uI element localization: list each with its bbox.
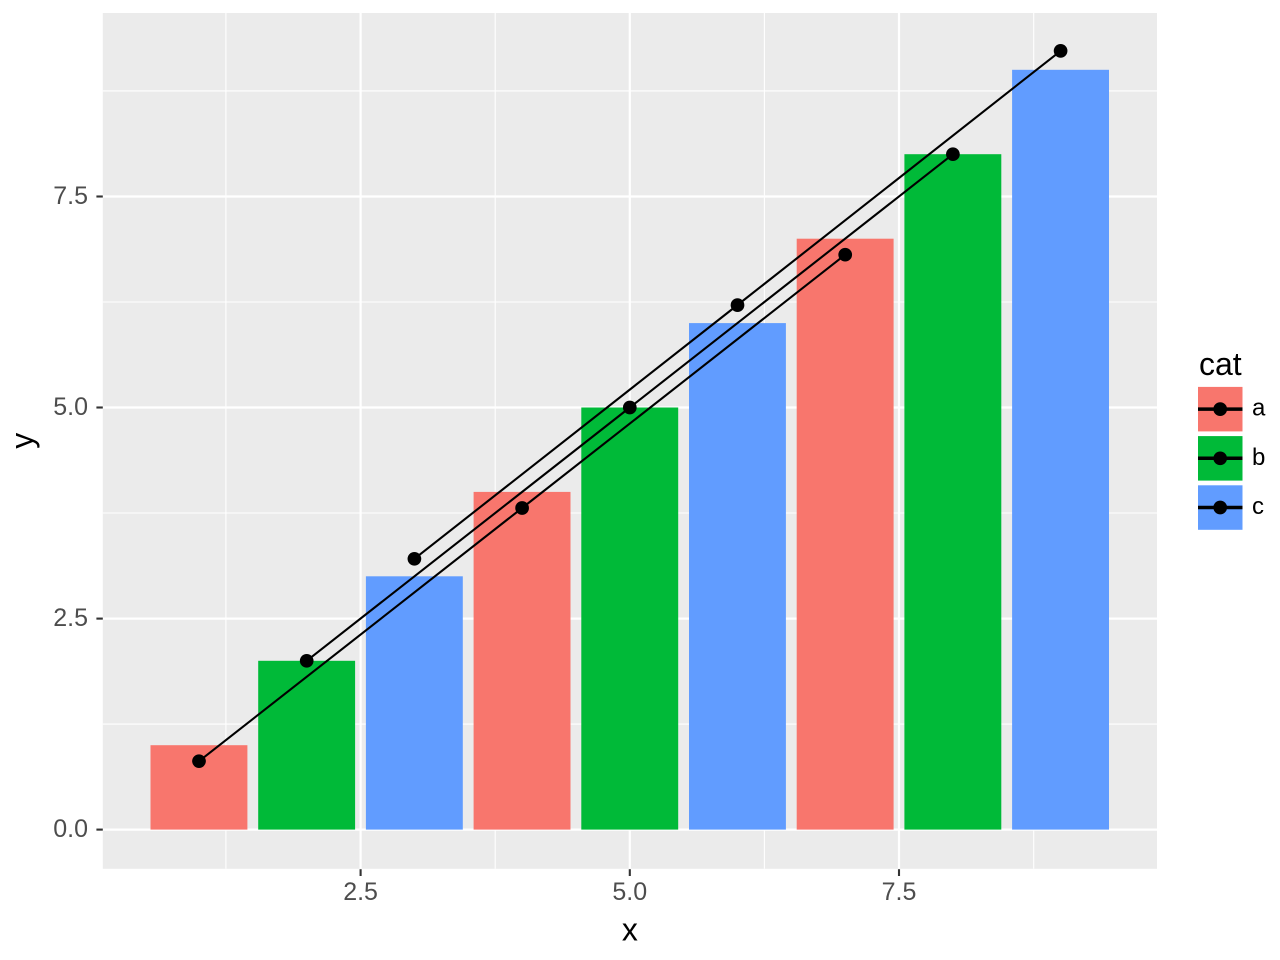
svg-text:y: y (4, 433, 40, 449)
svg-text:c: c (1252, 493, 1264, 520)
svg-text:cat: cat (1199, 346, 1242, 382)
svg-text:x: x (622, 912, 638, 948)
svg-text:a: a (1252, 395, 1266, 422)
svg-text:7.5: 7.5 (882, 878, 917, 906)
svg-text:5.0: 5.0 (612, 878, 647, 906)
svg-text:5.0: 5.0 (53, 393, 88, 421)
svg-text:7.5: 7.5 (53, 182, 88, 210)
svg-text:2.5: 2.5 (53, 604, 88, 632)
svg-text:b: b (1252, 444, 1265, 471)
svg-text:0.0: 0.0 (53, 815, 88, 843)
svg-text:2.5: 2.5 (343, 878, 378, 906)
